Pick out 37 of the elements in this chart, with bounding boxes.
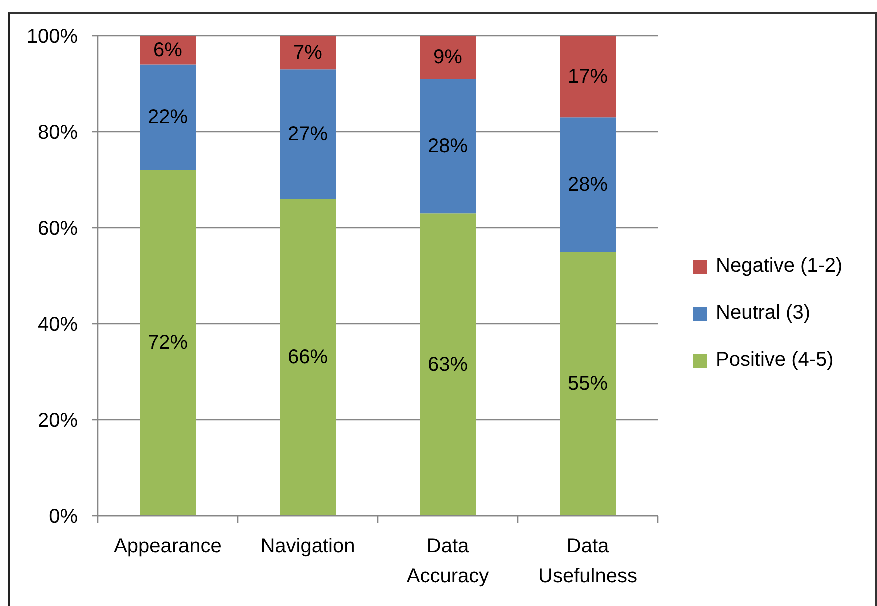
- y-tick-label: 60%: [38, 218, 78, 240]
- x-tick-label: Navigation: [260, 535, 356, 558]
- data-label: 7%: [294, 42, 323, 64]
- legend-label: Positive (4-5): [716, 349, 834, 372]
- bar: [560, 252, 616, 516]
- y-tick-label: 40%: [38, 314, 78, 336]
- legend-label: Neutral (3): [716, 302, 810, 325]
- x-tick-label: Appearance: [114, 535, 222, 558]
- bar: [420, 36, 476, 80]
- bar: [140, 170, 196, 516]
- y-tick-label: 0%: [49, 506, 78, 528]
- bar: [420, 79, 476, 214]
- x-tick-label: Data Accuracy: [406, 535, 490, 588]
- bar: [140, 64, 196, 170]
- bar: [560, 36, 616, 118]
- data-label: 72%: [148, 332, 188, 354]
- y-tick-label: 20%: [38, 410, 78, 432]
- data-label: 66%: [288, 346, 328, 369]
- bar: [280, 199, 336, 516]
- bar: [420, 214, 476, 516]
- data-label: 6%: [154, 39, 183, 62]
- x-tick-label: Data Usefulness: [538, 535, 638, 588]
- data-label: 22%: [148, 106, 188, 129]
- bar: [280, 36, 336, 70]
- data-label: 27%: [288, 123, 328, 146]
- bar: [560, 118, 616, 252]
- y-tick-label: 80%: [38, 122, 78, 144]
- data-label: 55%: [568, 373, 608, 395]
- data-label: 63%: [428, 354, 468, 376]
- bar: [140, 36, 196, 65]
- data-label: 17%: [568, 66, 608, 88]
- bar: [280, 70, 336, 200]
- data-label: 28%: [428, 135, 468, 158]
- data-label: 9%: [434, 46, 463, 69]
- data-label: 28%: [568, 174, 608, 196]
- y-tick-label: 100%: [26, 26, 78, 48]
- legend-label: Negative (1-2): [716, 255, 843, 278]
